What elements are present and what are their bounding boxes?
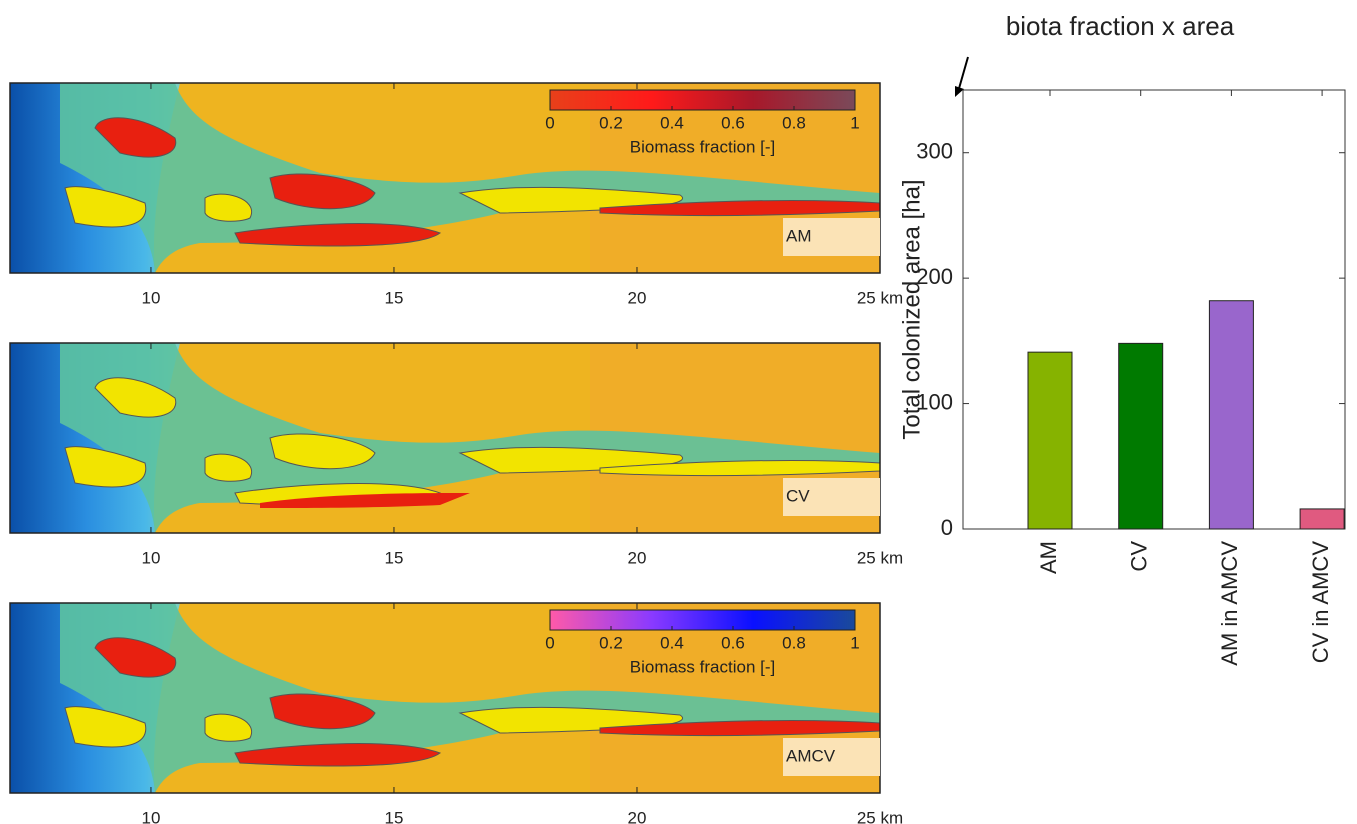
x-tick-label: 15 bbox=[385, 548, 404, 567]
x-tick-label: 10 bbox=[141, 288, 160, 307]
bar bbox=[1299, 508, 1345, 530]
vegetation-patch bbox=[204, 713, 253, 742]
colorbar-tick-label: 0.2 bbox=[599, 633, 623, 652]
annotation-arrow bbox=[957, 56, 969, 93]
x-tick-label: 10 bbox=[141, 808, 160, 824]
vegetation-patch bbox=[64, 706, 147, 748]
x-tick-label: 20 bbox=[628, 548, 647, 567]
panel-label: CV bbox=[786, 486, 810, 505]
vegetation-patch bbox=[599, 460, 880, 477]
y-tick-label: 300 bbox=[916, 139, 953, 164]
x-tick-label: 25 km bbox=[857, 288, 903, 307]
colorbar-tick-label: 0.8 bbox=[782, 633, 806, 652]
y-tick-label: 200 bbox=[916, 264, 953, 289]
x-tick-label: 20 bbox=[628, 288, 647, 307]
x-tick-label: 15 bbox=[385, 288, 404, 307]
bar bbox=[1027, 351, 1073, 530]
estuary bbox=[60, 343, 880, 533]
colorbar-tick-label: 1 bbox=[850, 113, 859, 132]
map-panel: CV 10 15 20 25 km bbox=[9, 342, 903, 567]
y-axis-label: Total colonized area [ha] bbox=[898, 179, 925, 439]
colorbar-label: Biomass fraction [-] bbox=[630, 657, 776, 676]
vegetation-patch bbox=[234, 223, 442, 247]
colorbar-tick-label: 0.4 bbox=[660, 633, 684, 652]
x-tick-label: CV bbox=[1127, 541, 1152, 572]
colorbar-label: Biomass fraction [-] bbox=[630, 137, 776, 156]
estuary bbox=[60, 603, 880, 793]
map-frame bbox=[9, 602, 881, 794]
bar bbox=[1118, 342, 1164, 530]
colorbar-tick-label: 0 bbox=[545, 633, 554, 652]
panel-label: AMCV bbox=[786, 746, 836, 765]
vegetation-patch bbox=[269, 693, 376, 730]
colorbar-tick-label: 0.8 bbox=[782, 113, 806, 132]
vegetation-patch bbox=[599, 200, 880, 217]
bar bbox=[1208, 300, 1254, 530]
colorbar bbox=[549, 89, 856, 111]
colorbar-tick-label: 1 bbox=[850, 633, 859, 652]
colorbar-tick-label: 0.6 bbox=[721, 633, 745, 652]
estuary bbox=[60, 83, 880, 273]
y-tick-label: 0 bbox=[941, 515, 953, 540]
vegetation-patch bbox=[64, 446, 147, 488]
vegetation-patch bbox=[269, 173, 376, 210]
x-tick-label: 25 km bbox=[857, 808, 903, 824]
colorbar-tick-label: 0.6 bbox=[721, 113, 745, 132]
x-tick-label: 10 bbox=[141, 548, 160, 567]
panel-label-box bbox=[783, 218, 880, 256]
x-tick-label: AM bbox=[1036, 541, 1061, 574]
vegetation-patch bbox=[269, 433, 376, 470]
vegetation-patch bbox=[64, 186, 147, 228]
x-tick-label: 20 bbox=[628, 808, 647, 824]
map-layer bbox=[10, 343, 880, 533]
annotation: biota fraction x area bbox=[1006, 11, 1235, 41]
map-frame bbox=[9, 342, 881, 534]
panel-label-box bbox=[783, 738, 880, 776]
vegetation-patch bbox=[599, 720, 880, 737]
vegetation-patch bbox=[204, 193, 253, 222]
map-layer bbox=[10, 83, 880, 273]
panel-label-box bbox=[783, 478, 880, 516]
map-frame bbox=[9, 82, 881, 274]
vegetation-patch bbox=[204, 453, 253, 482]
colorbar bbox=[549, 609, 856, 631]
vegetation-patch bbox=[260, 493, 470, 508]
x-tick-label: CV in AMCV bbox=[1308, 541, 1333, 664]
vegetation-patch bbox=[94, 377, 177, 418]
vegetation-patch bbox=[94, 637, 177, 678]
vegetation-patch bbox=[94, 117, 177, 158]
colorbar-tick-label: 0 bbox=[545, 113, 554, 132]
colorbar-tick-label: 0.2 bbox=[599, 113, 623, 132]
y-tick-label: 100 bbox=[916, 389, 953, 414]
x-tick-label: AM in AMCV bbox=[1217, 541, 1242, 666]
x-tick-label: 25 km bbox=[857, 548, 903, 567]
map-layer bbox=[10, 603, 880, 793]
panel-label: AM bbox=[786, 226, 812, 245]
x-tick-label: 15 bbox=[385, 808, 404, 824]
arrow-head bbox=[955, 86, 964, 97]
vegetation-patch bbox=[234, 743, 442, 767]
colorbar-tick-label: 0.4 bbox=[660, 113, 684, 132]
